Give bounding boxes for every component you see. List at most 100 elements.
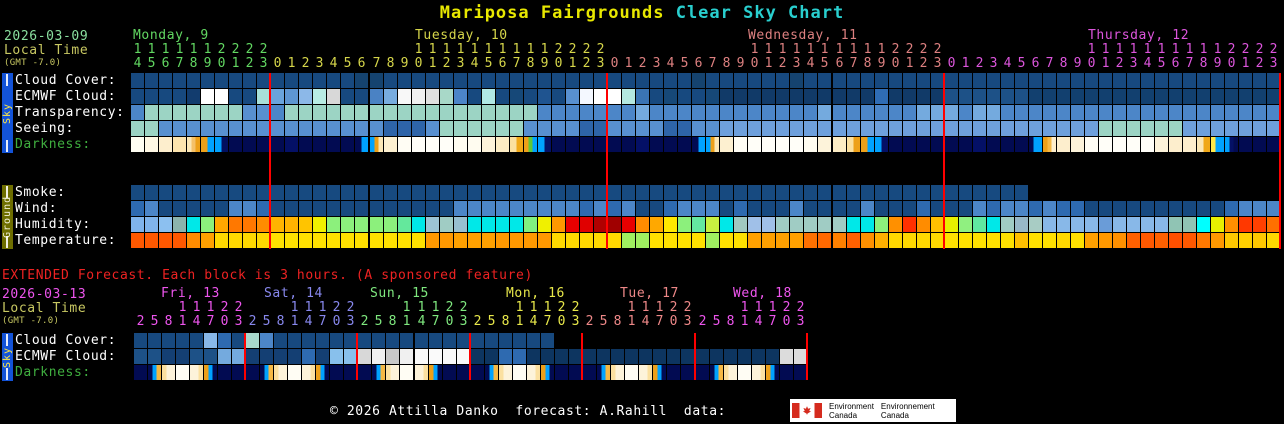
forecast-block[interactable]	[566, 105, 579, 120]
forecast-block[interactable]	[1043, 105, 1056, 120]
forecast-block[interactable]	[818, 121, 831, 136]
forecast-block[interactable]	[341, 217, 354, 232]
forecast-block[interactable]	[271, 185, 284, 200]
forecast-block[interactable]	[903, 233, 916, 248]
forecast-block[interactable]	[372, 365, 385, 380]
forecast-block[interactable]	[145, 89, 158, 104]
forecast-block[interactable]	[271, 201, 284, 216]
forecast-block[interactable]	[246, 349, 259, 364]
forecast-block[interactable]	[706, 185, 719, 200]
forecast-block[interactable]	[496, 105, 509, 120]
forecast-block[interactable]	[987, 233, 1000, 248]
forecast-block[interactable]	[1225, 137, 1238, 152]
forecast-block[interactable]	[1183, 89, 1196, 104]
forecast-block[interactable]	[580, 201, 593, 216]
forecast-block[interactable]	[204, 333, 217, 348]
forecast-block[interactable]	[710, 349, 723, 364]
forecast-block[interactable]	[299, 89, 312, 104]
forecast-block[interactable]	[636, 185, 649, 200]
forecast-block[interactable]	[524, 73, 537, 88]
forecast-block[interactable]	[412, 121, 425, 136]
forecast-block[interactable]	[706, 217, 719, 232]
forecast-block[interactable]	[889, 137, 902, 152]
forecast-block[interactable]	[1085, 201, 1098, 216]
forecast-block[interactable]	[1141, 137, 1154, 152]
forecast-block[interactable]	[1085, 137, 1098, 152]
forecast-block[interactable]	[1001, 233, 1014, 248]
forecast-block[interactable]	[667, 365, 680, 380]
forecast-block[interactable]	[257, 105, 270, 120]
forecast-block[interactable]	[187, 233, 200, 248]
forecast-block[interactable]	[875, 137, 888, 152]
forecast-block[interactable]	[636, 201, 649, 216]
forecast-block[interactable]	[776, 89, 789, 104]
forecast-block[interactable]	[485, 365, 498, 380]
forecast-block[interactable]	[861, 73, 874, 88]
forecast-block[interactable]	[664, 89, 677, 104]
forecast-block[interactable]	[496, 185, 509, 200]
forecast-block[interactable]	[159, 89, 172, 104]
forecast-block[interactable]	[1239, 121, 1252, 136]
forecast-block[interactable]	[482, 73, 495, 88]
forecast-block[interactable]	[299, 185, 312, 200]
forecast-block[interactable]	[162, 365, 175, 380]
forecast-block[interactable]	[833, 201, 846, 216]
forecast-block[interactable]	[524, 233, 537, 248]
forecast-block[interactable]	[482, 233, 495, 248]
forecast-block[interactable]	[611, 349, 624, 364]
forecast-block[interactable]	[215, 105, 228, 120]
forecast-block[interactable]	[510, 185, 523, 200]
forecast-block[interactable]	[215, 73, 228, 88]
forecast-block[interactable]	[1127, 121, 1140, 136]
forecast-block[interactable]	[496, 121, 509, 136]
forecast-block[interactable]	[790, 89, 803, 104]
forecast-block[interactable]	[285, 233, 298, 248]
forecast-block[interactable]	[748, 137, 761, 152]
forecast-block[interactable]	[790, 185, 803, 200]
forecast-block[interactable]	[987, 217, 1000, 232]
forecast-block[interactable]	[552, 201, 565, 216]
forecast-block[interactable]	[426, 217, 439, 232]
forecast-block[interactable]	[639, 365, 652, 380]
forecast-block[interactable]	[762, 121, 775, 136]
forecast-block[interactable]	[358, 365, 371, 380]
forecast-block[interactable]	[552, 121, 565, 136]
forecast-block[interactable]	[706, 233, 719, 248]
forecast-block[interactable]	[734, 105, 747, 120]
forecast-block[interactable]	[608, 137, 621, 152]
forecast-block[interactable]	[1001, 137, 1014, 152]
forecast-block[interactable]	[412, 137, 425, 152]
forecast-block[interactable]	[818, 73, 831, 88]
forecast-block[interactable]	[903, 201, 916, 216]
forecast-block[interactable]	[145, 185, 158, 200]
forecast-block[interactable]	[1169, 121, 1182, 136]
forecast-block[interactable]	[229, 217, 242, 232]
forecast-block[interactable]	[594, 201, 607, 216]
forecast-block[interactable]	[1099, 105, 1112, 120]
forecast-block[interactable]	[1085, 105, 1098, 120]
forecast-block[interactable]	[1099, 73, 1112, 88]
forecast-block[interactable]	[566, 89, 579, 104]
forecast-block[interactable]	[664, 201, 677, 216]
forecast-block[interactable]	[1085, 233, 1098, 248]
forecast-block[interactable]	[945, 105, 958, 120]
forecast-block[interactable]	[917, 185, 930, 200]
forecast-block[interactable]	[358, 333, 371, 348]
forecast-block[interactable]	[538, 185, 551, 200]
forecast-block[interactable]	[1057, 233, 1070, 248]
forecast-block[interactable]	[973, 233, 986, 248]
forecast-block[interactable]	[145, 137, 158, 152]
forecast-block[interactable]	[204, 349, 217, 364]
forecast-block[interactable]	[243, 201, 256, 216]
forecast-block[interactable]	[748, 233, 761, 248]
forecast-block[interactable]	[355, 73, 368, 88]
forecast-block[interactable]	[134, 365, 147, 380]
forecast-block[interactable]	[762, 137, 775, 152]
forecast-block[interactable]	[681, 365, 694, 380]
forecast-block[interactable]	[692, 185, 705, 200]
forecast-block[interactable]	[271, 105, 284, 120]
forecast-block[interactable]	[454, 89, 467, 104]
forecast-block[interactable]	[1071, 105, 1084, 120]
forecast-block[interactable]	[917, 121, 930, 136]
forecast-block[interactable]	[608, 121, 621, 136]
